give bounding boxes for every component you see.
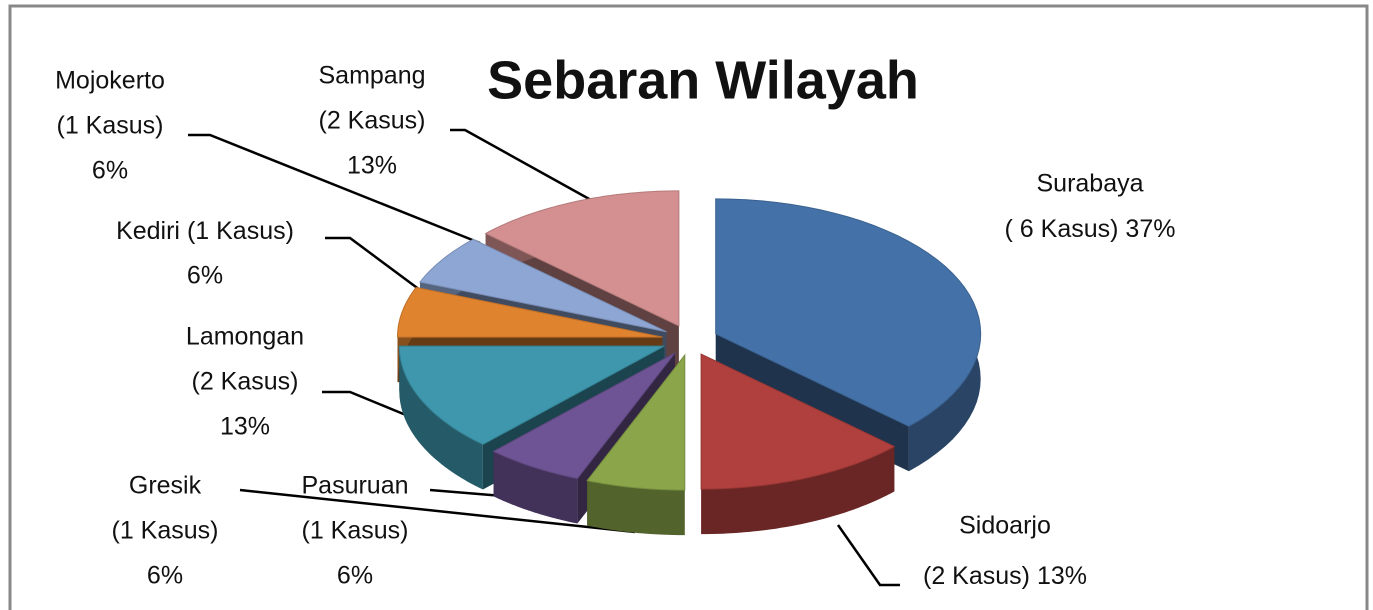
slice-label-name: Sampang: [318, 62, 425, 90]
slice-top: [492, 352, 676, 480]
slice-label-cases: (2 Kasus): [192, 368, 299, 396]
slice-top: [715, 198, 982, 427]
slice-wall: [399, 346, 483, 490]
slice-wall: [701, 446, 895, 535]
leader-line: [322, 390, 419, 422]
slice-label-line: (2 Kasus) 13%: [923, 562, 1087, 590]
slice-label-name: Mojokerto: [55, 67, 165, 95]
slice-label-value: 13%: [347, 152, 397, 180]
leader-line: [239, 488, 636, 534]
slice-label-name: Surabaya: [1036, 170, 1143, 198]
slice-label-value: 6%: [147, 562, 183, 590]
pie-slice: [586, 353, 686, 536]
pie-slice: [700, 353, 896, 535]
slice-label-cases: (1 Kasus): [112, 517, 219, 545]
slice-label-name: Gresik: [129, 472, 202, 500]
slice-label-value: 6%: [187, 262, 223, 290]
slice-label-value: 6%: [92, 157, 128, 185]
slice-top: [586, 353, 686, 491]
slice-top: [398, 345, 665, 446]
slice-label-line: ( 6 Kasus) 37%: [1005, 215, 1176, 243]
slice-label-name: Pasuruan: [301, 472, 408, 500]
slice-label-name: Kediri: [116, 217, 180, 245]
slice-label-cases: ( 6 Kasus): [1005, 215, 1119, 243]
slice-top: [484, 190, 680, 327]
slice-label-cases: (1 Kasus): [57, 112, 164, 140]
slice-label-value: 6%: [337, 562, 373, 590]
chart-frame: [8, 4, 1369, 610]
slice-label-value: 37%: [1125, 215, 1175, 243]
leader-line: [450, 128, 601, 207]
leader-lines: [188, 128, 900, 587]
slice-top: [700, 353, 896, 490]
slice-label-cases: (2 Kasus): [319, 107, 426, 135]
slice-label-value: 13%: [220, 413, 270, 441]
slice-label-cases: (1 Kasus): [302, 517, 409, 545]
slice-top: [397, 286, 663, 338]
slice-label-value: 13%: [1037, 562, 1087, 590]
leader-line: [325, 236, 421, 292]
slice-label-cases: (1 Kasus): [187, 217, 294, 245]
slice-wall: [493, 451, 578, 524]
slice-top: [419, 238, 667, 333]
slice-label-cases: (2 Kasus): [923, 562, 1030, 590]
slice-label-name: Lamongan: [186, 323, 304, 351]
leader-line: [836, 524, 900, 587]
pie-slice: [492, 352, 676, 524]
chart-title: Sebaran Wilayah: [487, 50, 919, 110]
slice-wall: [587, 480, 685, 536]
leader-line: [188, 133, 481, 245]
slice-label-name: Sidoarjo: [959, 512, 1051, 540]
slice-label-line: Kediri (1 Kasus): [116, 217, 294, 245]
